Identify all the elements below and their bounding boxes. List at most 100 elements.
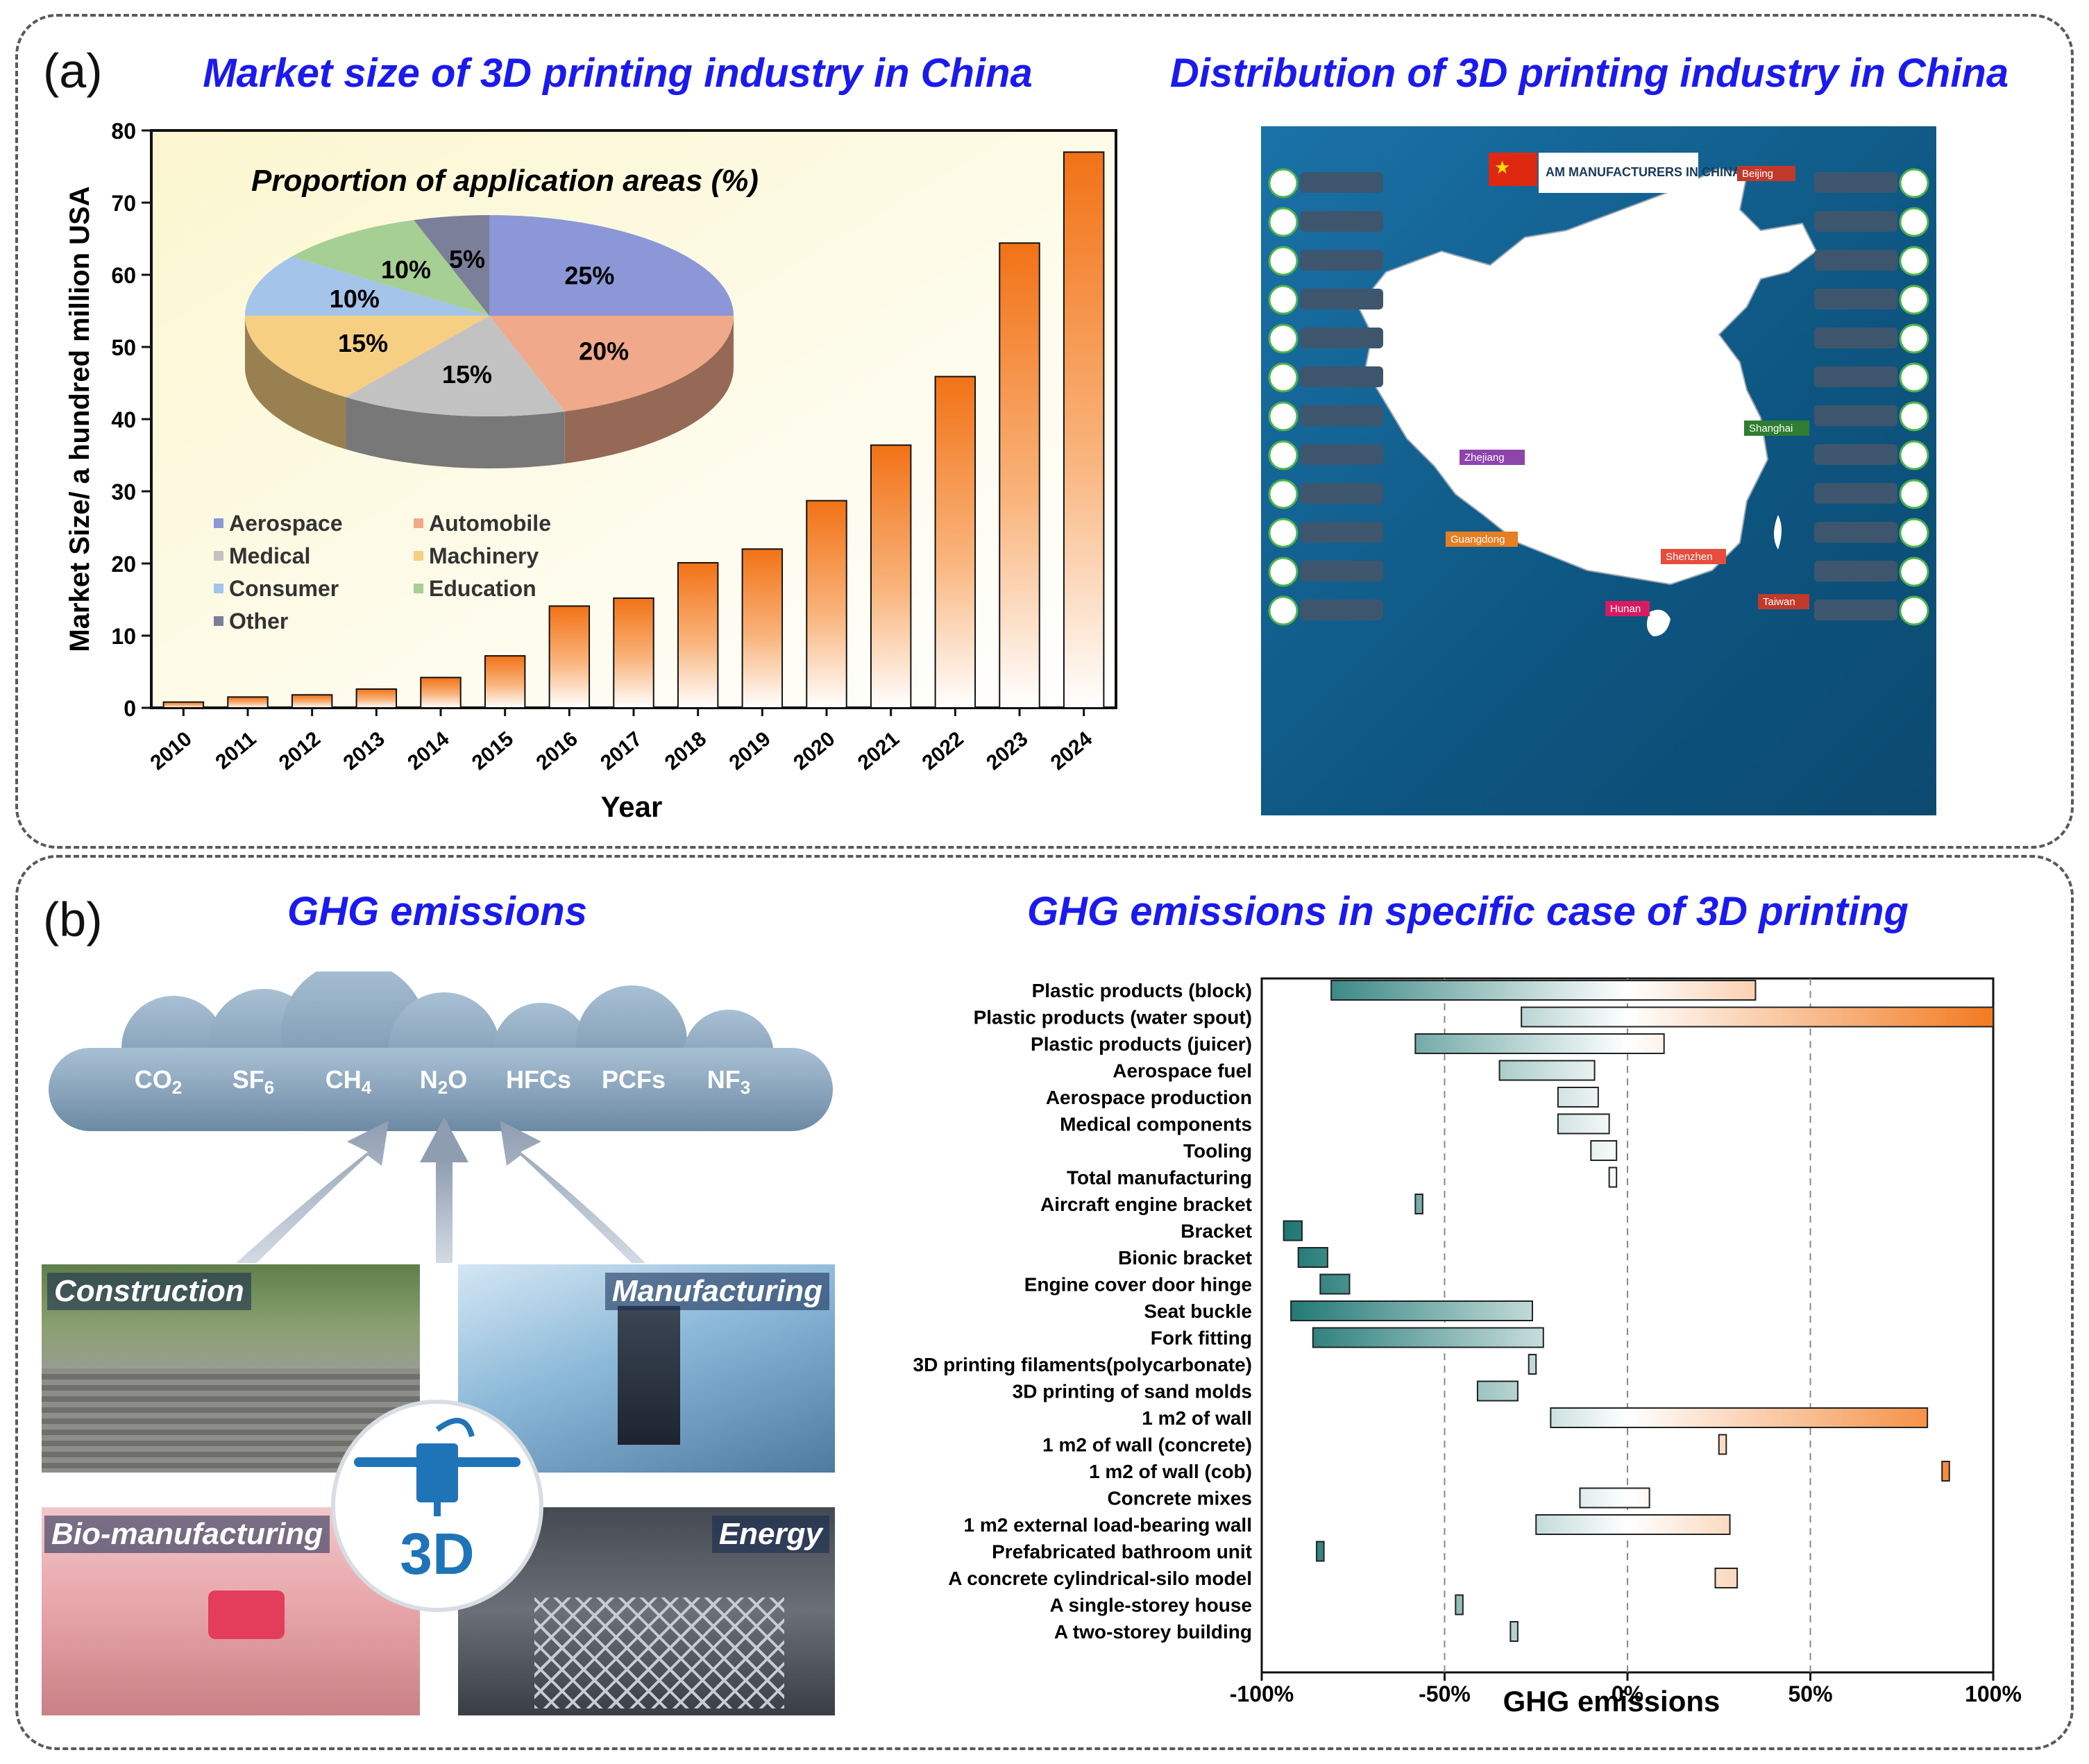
ghg-range-bar [1290,1300,1533,1321]
market-bar [484,655,526,709]
legend-label: Other [229,609,288,634]
manufacturer-logo [1268,557,1299,587]
region-tag-label: Taiwan [1763,596,1795,608]
energy-label: Energy [711,1516,829,1553]
manufacturer-tag [1814,600,1897,620]
manufacturer-logo [1268,440,1299,470]
ghg-range-bar [1319,1273,1351,1295]
ghg-category-label: Prefabricated bathroom unit [992,1541,1252,1563]
cloud-shape [49,972,833,1131]
ghg-range-bar [1718,1434,1727,1455]
manufacturer-logo [1899,401,1929,432]
ghg-category-label: A single-storey house [1050,1595,1252,1616]
manufacturer-logo [1899,246,1929,276]
x-tick-label: 2012 [275,727,325,774]
y-tick-label: 10 [111,624,136,649]
ghg-range-bar [1714,1568,1739,1588]
market-size-title: Market size of 3D printing industry in C… [203,51,1033,96]
pie-slice-label: 5% [449,245,485,273]
ghg-range-bar [1557,1113,1610,1135]
manufacturer-logo [1268,479,1299,509]
manufacturer-tag [1300,289,1383,309]
pie-title: Proportion of application areas (%) [251,164,759,198]
distribution-title: Distribution of 3D printing industry in … [1169,51,2009,96]
ghg-category-label: A two-storey building [1054,1621,1252,1643]
ghg-x-tick-label: -100% [1230,1681,1294,1706]
ghg-x-tick-label: 50% [1788,1681,1832,1706]
x-tick-label: 2010 [146,727,196,774]
legend-swatch [214,616,223,626]
gas-label: CH4 [325,1065,372,1098]
manufacturer-logo [1899,323,1929,354]
x-tick-label: 2019 [725,727,775,774]
manufacturer-logo [1899,362,1929,393]
panel-b-label: (b) [43,892,103,947]
x-tick-label: 2015 [468,727,518,774]
gas-label: N2O [420,1065,467,1098]
legend-label: Aerospace [229,511,343,536]
region-tag [1661,549,1726,564]
china-landmass [1357,167,1818,586]
pie-side [346,397,565,468]
ghg-range-bar [1414,1194,1423,1214]
ghg-category-label: Concrete mixes [1107,1488,1252,1509]
manufacturer-logo [1268,246,1299,276]
legend-label: Machinery [429,543,539,568]
ghg-range-bar [1535,1514,1731,1535]
ghg-range-bar [1312,1327,1544,1348]
manufacturer-logo [1899,168,1929,198]
ghg-range-chart: Plastic products (block) Plastic products… [913,977,2022,1718]
ghg-category-label: Seat buckle [1144,1300,1252,1322]
manufacturer-tag [1814,483,1897,504]
manufacturer-logo [1899,207,1929,237]
manufacturer-logo [1899,518,1929,548]
ghg-range-bar [1528,1354,1537,1375]
ghg-x-tick-label: 0% [1612,1681,1643,1706]
region-tag-label: Zhejiang [1464,452,1505,464]
legend-swatch [214,518,223,528]
ghg-category-label: Medical components [1060,1114,1252,1135]
manufacturer-logo [1899,557,1929,587]
pie-slice-label: 15% [442,360,492,389]
pie-chart: 25% 20% 15% 15% 10%10% 5% [245,215,734,468]
panel-a-frame [15,14,2074,849]
market-bar [548,605,591,709]
manufacturer-tag [1300,172,1383,193]
ghg-x-tick-label: 100% [1965,1681,2022,1706]
ghg-range-bar [1455,1594,1464,1615]
market-bar [934,375,976,709]
legend-label: Consumer [229,576,339,601]
market-bar [1063,151,1105,709]
ghg-category-label: 3D printing filaments(polycarbonate) [913,1354,1253,1375]
y-tick-label: 80 [111,119,136,144]
region-tag-label: Shenzhen [1666,551,1713,563]
ghg-range-bar [1590,1140,1618,1161]
ghg-range-bar [1579,1487,1650,1509]
manufacturer-logo [1268,518,1299,548]
market-bar [741,548,784,709]
ghg-range-bar [1330,980,1757,1001]
ghg-x-axis-label: GHG emissions [1503,1685,1720,1718]
manufacturer-tag [1814,250,1897,271]
x-tick-label: 2017 [596,727,646,774]
pie-side [564,316,734,464]
manufacturer-tag [1814,561,1897,582]
x-tick-label: 2022 [917,727,967,774]
ghg-category-label: Bionic bracket [1118,1247,1252,1269]
manufacturer-tag [1814,444,1897,465]
region-tag-label: Hunan [1610,603,1641,615]
china-flag [1489,153,1537,186]
panel-a-label: (a) [43,44,103,98]
ghg-category-label: 3D printing of sand molds [1013,1381,1252,1402]
pie-slice [414,215,489,316]
ghg-category-label: Aircraft engine bracket [1040,1194,1252,1215]
y-tick-label: 60 [111,263,136,288]
legend-swatch [214,584,223,593]
region-tag [1737,166,1795,181]
market-bar [355,688,398,709]
market-bar [870,444,912,709]
x-tick-label: 2018 [661,727,711,774]
market-bar [162,701,205,709]
pie-slice-label: 10% [381,255,431,284]
manufacturing-photo: Manufacturing [458,1264,835,1473]
